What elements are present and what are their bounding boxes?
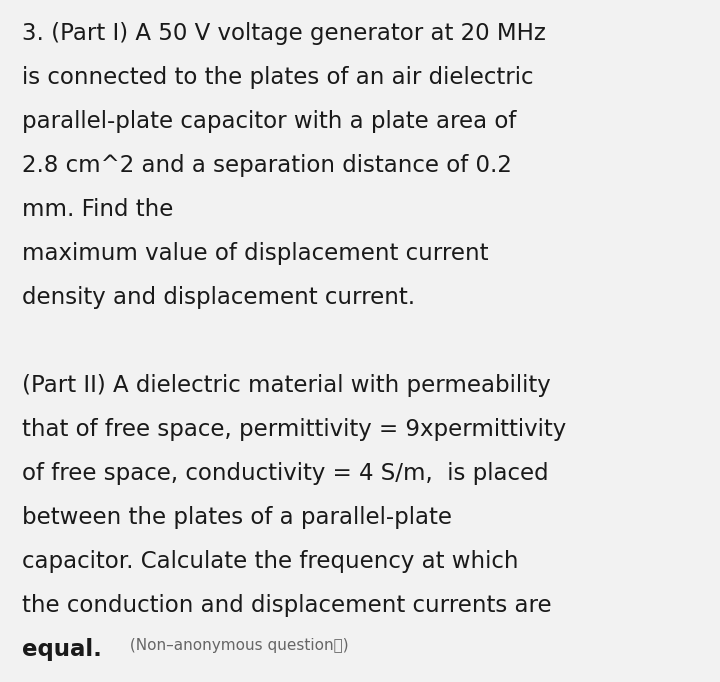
Text: that of free space, permittivity = 9xpermittivity: that of free space, permittivity = 9xper… — [22, 418, 566, 441]
Text: capacitor. Calculate the frequency at which: capacitor. Calculate the frequency at wh… — [22, 550, 518, 573]
Text: parallel-plate capacitor with a plate area of: parallel-plate capacitor with a plate ar… — [22, 110, 516, 133]
Text: the conduction and displacement currents are: the conduction and displacement currents… — [22, 594, 552, 617]
Text: density and displacement current.: density and displacement current. — [22, 286, 415, 309]
Text: (Non–anonymous questionⓘ): (Non–anonymous questionⓘ) — [125, 638, 348, 653]
Text: 3. (Part I) A 50 V voltage generator at 20 MHz: 3. (Part I) A 50 V voltage generator at … — [22, 22, 546, 45]
Text: equal.: equal. — [22, 638, 102, 661]
Text: 2.8 cm^2 and a separation distance of 0.2: 2.8 cm^2 and a separation distance of 0.… — [22, 154, 512, 177]
Text: mm. Find the: mm. Find the — [22, 198, 174, 221]
Text: of free space, conductivity = 4 S/m,  is placed: of free space, conductivity = 4 S/m, is … — [22, 462, 549, 485]
Text: between the plates of a parallel-plate: between the plates of a parallel-plate — [22, 506, 452, 529]
Text: is connected to the plates of an air dielectric: is connected to the plates of an air die… — [22, 66, 534, 89]
Text: maximum value of displacement current: maximum value of displacement current — [22, 242, 488, 265]
Text: (Part II) A dielectric material with permeability: (Part II) A dielectric material with per… — [22, 374, 551, 397]
